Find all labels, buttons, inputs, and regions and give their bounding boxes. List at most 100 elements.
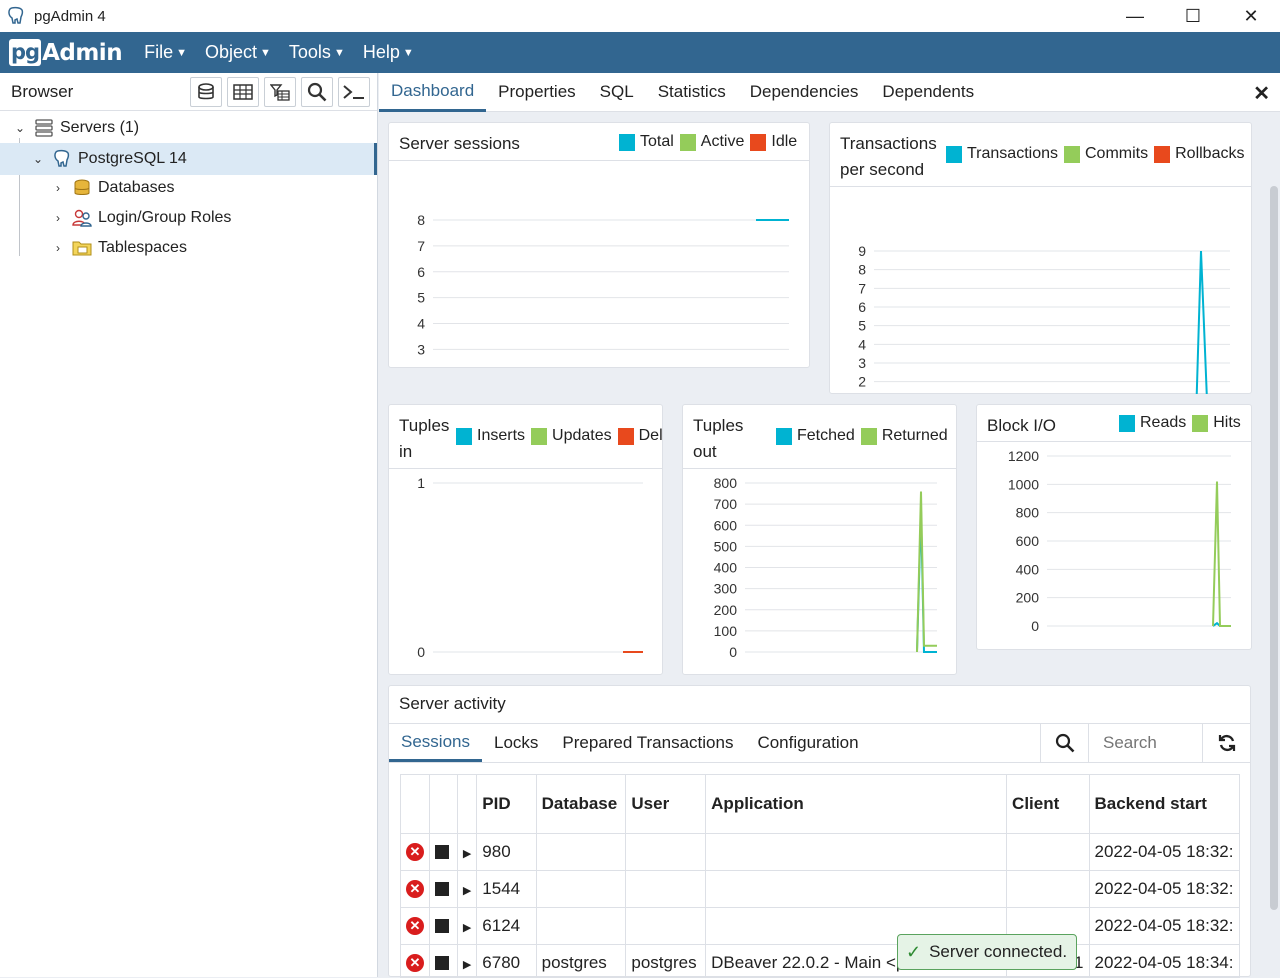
y-tick-label: 500 bbox=[714, 538, 738, 554]
terminate-cell[interactable]: ✕ bbox=[401, 833, 430, 871]
tab-sql[interactable]: SQL bbox=[599, 82, 634, 101]
col-client[interactable]: Client bbox=[1006, 775, 1090, 834]
expand-cell[interactable]: ▶ bbox=[457, 944, 478, 977]
col-user[interactable]: User bbox=[625, 775, 707, 834]
tab-dashboard[interactable]: Dashboard bbox=[379, 73, 487, 112]
col-cancel bbox=[429, 775, 458, 834]
menu-tools[interactable]: Tools ▼ bbox=[289, 42, 345, 63]
terminate-session-icon[interactable]: ✕ bbox=[406, 879, 424, 898]
cell-user bbox=[625, 870, 707, 908]
chevron-right-icon[interactable]: › bbox=[56, 241, 60, 255]
terminate-session-icon[interactable]: ✕ bbox=[406, 842, 424, 861]
chevron-right-icon[interactable]: › bbox=[56, 211, 60, 225]
search-icon bbox=[307, 82, 327, 102]
cell-backend-start: 2022-04-05 18:32: bbox=[1089, 870, 1239, 908]
menu-object[interactable]: Object ▼ bbox=[205, 42, 271, 63]
tree-node-databases[interactable]: › Databases bbox=[50, 173, 370, 203]
tree-node-tablespaces-label: Tablespaces bbox=[98, 239, 187, 256]
table-row[interactable]: ✕ ▶ 980 2022-04-05 18:32: bbox=[401, 833, 1239, 871]
toast-notification: ✓ Server connected. bbox=[897, 934, 1077, 970]
tab-prepared-transactions[interactable]: Prepared Transactions bbox=[562, 733, 734, 752]
chart-block-io: Block I/O Reads Hits 1200 1000 800 600 400 20… bbox=[976, 404, 1252, 650]
refresh-button[interactable] bbox=[1202, 724, 1250, 762]
vertical-scrollbar[interactable] bbox=[1270, 186, 1278, 910]
tab-configuration[interactable]: Configuration bbox=[757, 733, 859, 752]
chart-plot-area: 10 bbox=[417, 475, 643, 660]
expand-row-icon[interactable]: ▶ bbox=[462, 884, 472, 897]
tree-node-login-roles[interactable]: › Login/Group Roles bbox=[50, 203, 370, 233]
search-objects-button[interactable] bbox=[301, 77, 333, 107]
series-line-transactions bbox=[1195, 250, 1208, 394]
chart-title-line1: Tuples bbox=[399, 416, 450, 435]
close-window-button[interactable]: ✕ bbox=[1243, 5, 1259, 26]
chart-title-line1: Tuples bbox=[693, 416, 744, 435]
expand-cell[interactable]: ▶ bbox=[457, 870, 478, 908]
col-application[interactable]: Application bbox=[705, 775, 1008, 834]
terminate-cell[interactable]: ✕ bbox=[401, 870, 430, 908]
title-bar: pgAdmin 4 — ☐ ✕ bbox=[0, 0, 1280, 32]
chevron-down-icon: ▼ bbox=[260, 46, 271, 59]
chart-plot-area: 9876543210 bbox=[858, 243, 1230, 394]
tab-statistics[interactable]: Statistics bbox=[657, 82, 726, 101]
view-data-button[interactable] bbox=[227, 77, 259, 107]
tab-dependencies[interactable]: Dependencies bbox=[749, 82, 859, 101]
cell-backend-start: 2022-04-05 18:32: bbox=[1089, 833, 1239, 871]
y-tick-label: 300 bbox=[714, 581, 738, 597]
cancel-cell[interactable] bbox=[429, 907, 458, 945]
menu-file[interactable]: File ▼ bbox=[144, 42, 187, 63]
postgresql-elephant-icon bbox=[52, 149, 72, 169]
roles-icon bbox=[72, 208, 92, 228]
cancel-cell[interactable] bbox=[429, 870, 458, 908]
expand-cell[interactable]: ▶ bbox=[457, 907, 478, 945]
tab-properties[interactable]: Properties bbox=[498, 82, 576, 101]
expand-row-icon[interactable]: ▶ bbox=[462, 847, 472, 860]
tree-node-servers-label: Servers (1) bbox=[60, 119, 140, 136]
close-tab-icon[interactable]: ✕ bbox=[1253, 83, 1270, 105]
minimize-button[interactable]: — bbox=[1126, 5, 1144, 26]
cancel-query-icon[interactable] bbox=[435, 844, 449, 859]
expand-row-icon[interactable]: ▶ bbox=[462, 958, 472, 971]
cancel-query-icon[interactable] bbox=[435, 955, 449, 970]
table-row[interactable]: ✕ ▶ 6124 2022-04-05 18:32: bbox=[401, 907, 1239, 945]
search-input[interactable] bbox=[1088, 724, 1202, 762]
tab-locks[interactable]: Locks bbox=[493, 733, 539, 752]
chart-transactions-per-second: Transactions per second Transactions Comm… bbox=[829, 122, 1252, 394]
col-backend-start[interactable]: Backend start bbox=[1089, 775, 1239, 834]
tab-dependents[interactable]: Dependents bbox=[882, 82, 975, 101]
tree-node-postgresql-14[interactable]: ⌄ PostgreSQL 14 bbox=[0, 143, 377, 175]
y-tick-label: 400 bbox=[1016, 561, 1040, 577]
table-row[interactable]: ✕ ▶ 1544 2022-04-05 18:32: bbox=[401, 870, 1239, 908]
pgadmin-logo: pg Admin bbox=[9, 39, 123, 67]
chevron-down-icon[interactable]: ⌄ bbox=[32, 152, 44, 166]
cancel-query-icon[interactable] bbox=[435, 881, 449, 896]
terminal-icon bbox=[343, 85, 364, 99]
terminate-cell[interactable]: ✕ bbox=[401, 907, 430, 945]
cancel-cell[interactable] bbox=[429, 944, 458, 977]
object-explorer-button[interactable] bbox=[190, 77, 222, 107]
filter-table-icon bbox=[270, 84, 290, 101]
chevron-down-icon[interactable]: ⌄ bbox=[14, 121, 26, 135]
chevron-right-icon[interactable]: › bbox=[56, 181, 60, 195]
cancel-query-icon[interactable] bbox=[435, 918, 449, 933]
col-database[interactable]: Database bbox=[536, 775, 627, 834]
y-tick-label: 8 bbox=[417, 212, 425, 228]
cancel-cell[interactable] bbox=[429, 833, 458, 871]
y-tick-label: 1 bbox=[417, 475, 425, 491]
maximize-button[interactable]: ☐ bbox=[1184, 5, 1202, 26]
legend-item-fetched: Fetched bbox=[776, 427, 855, 445]
tab-sessions[interactable]: Sessions bbox=[389, 724, 482, 762]
menu-help[interactable]: Help ▼ bbox=[363, 42, 414, 63]
table-row[interactable]: ✕ ▶ 6780 postgres postgres DBeaver 22.0.2 - M… bbox=[401, 944, 1239, 977]
col-pid[interactable]: PID bbox=[476, 775, 537, 834]
psql-tool-button[interactable] bbox=[338, 77, 370, 107]
filtered-rows-button[interactable] bbox=[264, 77, 296, 107]
expand-cell[interactable]: ▶ bbox=[457, 833, 478, 871]
terminate-session-icon[interactable]: ✕ bbox=[406, 953, 424, 972]
tree-node-servers[interactable]: ⌄ Servers (1) bbox=[12, 113, 372, 143]
terminate-cell[interactable]: ✕ bbox=[401, 944, 430, 977]
y-tick-label: 7 bbox=[858, 280, 866, 296]
tree-node-tablespaces[interactable]: › Tablespaces bbox=[50, 233, 370, 263]
cell-database bbox=[536, 833, 627, 871]
expand-row-icon[interactable]: ▶ bbox=[462, 921, 472, 934]
terminate-session-icon[interactable]: ✕ bbox=[406, 916, 424, 935]
